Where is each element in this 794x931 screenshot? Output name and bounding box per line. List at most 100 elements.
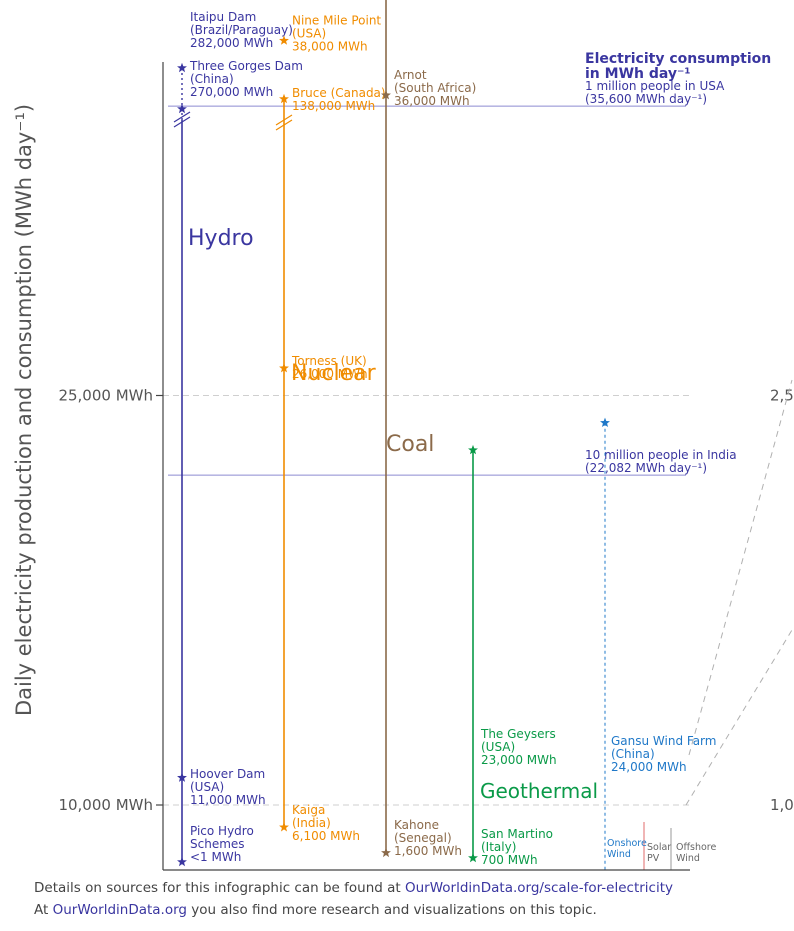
label-kahone-line: 1,600 MWh <box>394 844 462 858</box>
label-kahone-line: (Senegal) <box>394 831 452 845</box>
label-torness-line: 26,000 MWh <box>292 367 368 381</box>
label-itaipu-dam-line: 282,000 MWh <box>190 36 273 50</box>
right-tick-label-10000: 1,0 <box>770 796 794 814</box>
small-bar-label-onshore-line: Onshore <box>607 838 647 849</box>
label-arnot: Arnot (South Africa) 36,000 MWh <box>394 68 476 108</box>
label-kahone-line: Kahone <box>394 818 439 832</box>
label-nine-mile-point-line: (USA) <box>292 27 326 41</box>
small-bar-label-solar-line: PV <box>647 853 660 864</box>
consumption-title-line: Electricity consumption <box>585 51 771 67</box>
footer-sources-text: Details on sources for this infographic … <box>34 880 405 896</box>
consumption-label-line: 10 million people in India <box>585 448 737 462</box>
small-bar-label-onshore-line: Wind <box>607 849 631 860</box>
label-kaiga: Kaiga (India) 6,100 MWh <box>292 803 360 843</box>
small-bar-label-solar-line: Solar <box>647 842 671 853</box>
label-kaiga-line: Kaiga <box>292 803 325 817</box>
label-san-martino-line: 700 MWh <box>481 853 538 867</box>
label-three-gorges-dam: Three Gorges Dam (China) 270,000 MWh <box>189 59 303 99</box>
label-torness: Torness (UK) 26,000 MWh <box>291 354 368 381</box>
category-label-nuclear: Nuclear <box>291 361 377 386</box>
star-bruce <box>279 93 289 104</box>
label-arnot-line: Arnot <box>394 68 427 82</box>
star-torness <box>279 363 289 373</box>
label-kaiga-line: 6,100 MWh <box>292 829 360 843</box>
series-coal: Taichung(Taiwan)85,000 MWhMundra Thermal… <box>381 0 476 858</box>
category-label-geothermal: Geothermal <box>480 779 598 803</box>
tick-label-10000: 10,000 MWh <box>58 796 153 814</box>
star-san-martino <box>468 852 478 863</box>
category-label-hydro: Hydro <box>188 226 254 251</box>
label-gansu-wind-farm-line: (China) <box>611 747 655 761</box>
label-three-gorges-dam-line: (China) <box>190 72 234 86</box>
label-pico-hydro-schemes-line: <1 MWh <box>190 850 241 864</box>
connector-line-1 <box>685 629 793 806</box>
label-itaipu-dam-line: Itaipu Dam <box>190 10 256 24</box>
star-itaipu-dam <box>177 62 187 73</box>
consumption-title: Electricity consumption in MWh day⁻¹ <box>585 51 771 82</box>
small-bar-label-offshore: Offshore Wind <box>676 842 717 864</box>
right-tick-label-25000: 2,5 <box>770 387 794 405</box>
right-connectors <box>685 379 793 806</box>
star-three-gorges-dam <box>177 103 187 114</box>
y-axis-title: Daily electricity production and consump… <box>12 104 36 716</box>
consumption-label-line: 1 million people in USA <box>585 79 725 93</box>
star-gansu-wind-farm <box>600 417 610 428</box>
label-gansu-wind-farm-line: Gansu Wind Farm <box>611 734 716 748</box>
consumption-title-line: in MWh day⁻¹ <box>585 66 691 82</box>
label-the-geysers-line: The Geysers <box>480 727 556 741</box>
footer-more-text: you also find more research and visualiz… <box>187 902 597 918</box>
label-hoover-dam: Hoover Dam (USA) 11,000 MWh <box>190 767 266 807</box>
series-onshore-wind: Gansu Wind Farm (China) 24,000 MWh <box>600 417 716 870</box>
label-bruce-line: Bruce (Canada) <box>292 86 386 100</box>
star-kahone <box>381 847 391 858</box>
label-torness-line: Torness (UK) <box>291 354 367 368</box>
consumption-label-line: (22,082 MWh day⁻¹) <box>585 461 707 475</box>
label-arnot-line: 36,000 MWh <box>394 94 470 108</box>
small-bar-label-solar: Solar PV <box>647 842 671 864</box>
label-nine-mile-point-line: Nine Mile Point <box>292 14 381 28</box>
star-nine-mile-point <box>279 35 289 45</box>
chart-extras: Daily electricity production and consump… <box>12 62 793 871</box>
small-bar-label-onshore: Onshore Wind <box>607 838 647 860</box>
footer-sources-line: Details on sources for this infographic … <box>34 880 673 896</box>
series-geothermal: The Geysers (USA) 23,000 MWh San Martino (It… <box>468 444 598 867</box>
consumption-label-line: (35,600 MWh day⁻¹) <box>585 92 707 106</box>
label-nine-mile-point-line: 38,000 MWh <box>292 40 368 54</box>
label-san-martino-line: (Italy) <box>481 840 516 854</box>
label-three-gorges-dam-line: Three Gorges Dam <box>189 59 303 73</box>
footer-at-text: At <box>34 902 53 918</box>
tick-label-25000: 25,000 MWh <box>58 387 153 405</box>
category-label-coal: Coal <box>386 432 434 457</box>
label-arnot-line: (South Africa) <box>394 81 476 95</box>
label-itaipu-dam: Itaipu Dam (Brazil/Paraguay) 282,000 MWh <box>190 10 293 50</box>
connector-line-2 <box>688 379 793 756</box>
nuclear-axis-break <box>275 114 293 131</box>
label-pico-hydro-schemes-line: Pico Hydro <box>190 824 254 838</box>
label-bruce: Bruce (Canada) 138,000 MWh <box>292 86 386 113</box>
label-hoover-dam-line: 11,000 MWh <box>190 793 266 807</box>
sources-link[interactable]: OurWorldinData.org/scale-for-electricity <box>405 880 674 896</box>
label-pico-hydro-schemes: Pico Hydro Schemes <1 MWh <box>190 824 254 864</box>
hydro-axis-break <box>173 111 191 128</box>
label-hoover-dam-line: Hoover Dam <box>190 767 265 781</box>
label-three-gorges-dam-line: 270,000 MWh <box>190 85 273 99</box>
footer-more-line: At OurWorldinData.org you also find more… <box>34 902 597 918</box>
small-bar-label-offshore-line: Wind <box>676 853 700 864</box>
consumption-label-22082: 10 million people in India (22,082 MWh da… <box>585 448 737 475</box>
label-the-geysers-line: (USA) <box>481 740 515 754</box>
owid-link[interactable]: OurWorldinData.org <box>52 902 187 918</box>
label-kaiga-line: (India) <box>292 816 331 830</box>
label-bruce-line: 138,000 MWh <box>292 99 375 113</box>
star-the-geysers <box>468 444 478 455</box>
label-san-martino-line: San Martino <box>481 827 553 841</box>
label-san-martino: San Martino (Italy) 700 MWh <box>481 827 553 867</box>
gridlines <box>163 395 690 806</box>
label-itaipu-dam-line: (Brazil/Paraguay) <box>190 23 293 37</box>
consumption-label-35600: 1 million people in USA (35,600 MWh day⁻¹… <box>585 79 725 106</box>
label-gansu-wind-farm: Gansu Wind Farm (China) 24,000 MWh <box>611 734 716 774</box>
small-bar-label-offshore-line: Offshore <box>676 842 717 853</box>
series-nuclear: Bruce (Canada)138,000 MWhFukushima (Japa… <box>275 14 386 843</box>
